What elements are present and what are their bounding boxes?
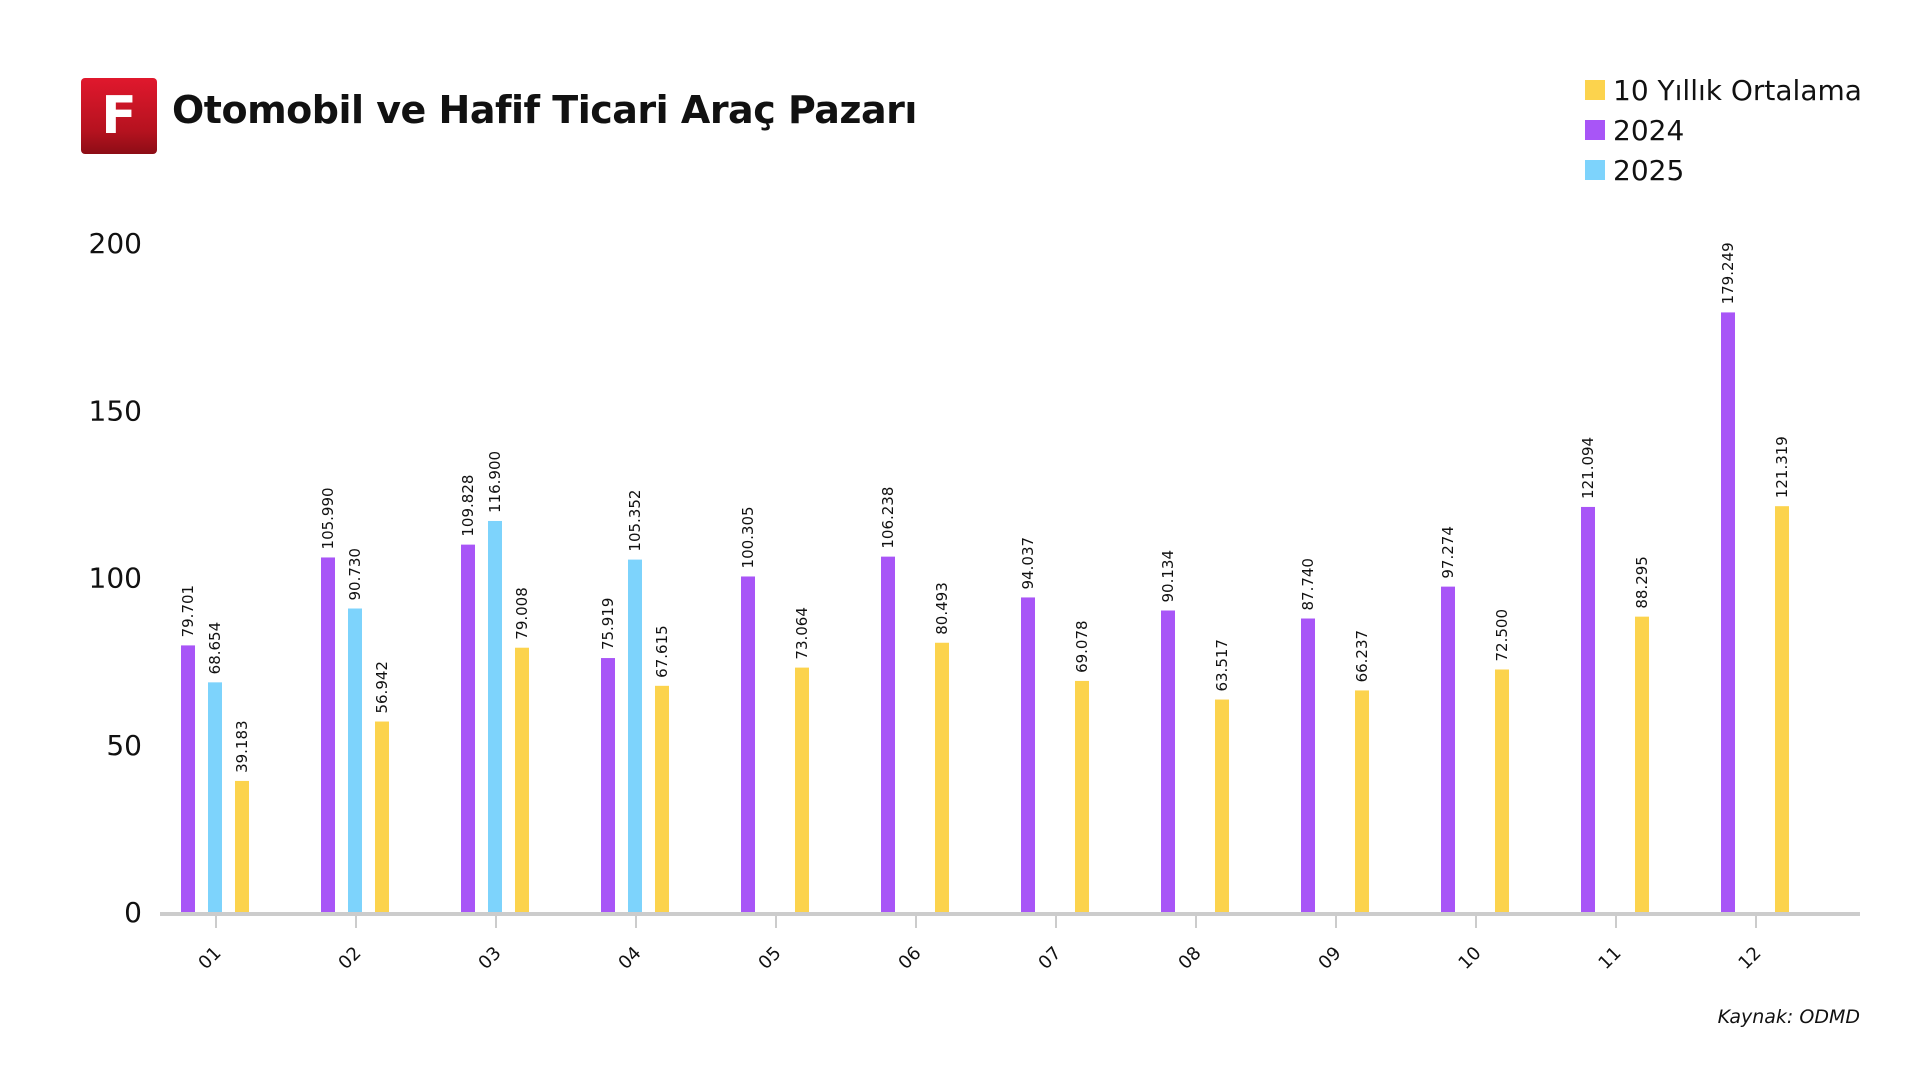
x-tick-label: 07 — [1034, 943, 1065, 974]
x-tick-label: 02 — [334, 943, 365, 974]
chart-legend: 10 Yıllık Ortalama 2024 2025 — [1585, 70, 1862, 190]
data-label: 106.238 — [879, 487, 897, 549]
y-tick-label: 150 — [89, 394, 142, 427]
bar-10-y-ll-k-ortalama-12 — [1775, 506, 1789, 912]
bar-10-y-ll-k-ortalama-10 — [1495, 669, 1509, 912]
x-tick-label: 06 — [894, 943, 925, 974]
legend-label-2025: 2025 — [1613, 153, 1685, 187]
bar-2024-05 — [741, 576, 755, 912]
chart-title: Otomobil ve Hafif Ticari Araç Pazarı — [172, 88, 917, 132]
x-tick-label: 12 — [1734, 943, 1765, 974]
x-tick-label: 09 — [1314, 943, 1345, 974]
data-label: 90.730 — [346, 548, 364, 601]
y-tick-label: 200 — [89, 227, 142, 260]
bar-10-y-ll-k-ortalama-02 — [375, 721, 389, 912]
logo-letter: F — [101, 86, 137, 146]
bar-10-y-ll-k-ortalama-07 — [1075, 680, 1089, 912]
bar-10-y-ll-k-ortalama-01 — [235, 780, 249, 912]
x-tick-label: 10 — [1454, 943, 1485, 974]
data-label: 97.274 — [1439, 526, 1457, 579]
bar-10-y-ll-k-ortalama-05 — [795, 667, 809, 912]
x-tick-label: 03 — [474, 943, 505, 974]
data-label: 79.701 — [179, 585, 197, 638]
data-label: 39.183 — [233, 720, 251, 773]
x-tick-label: 11 — [1594, 943, 1625, 974]
data-label: 179.249 — [1719, 242, 1737, 304]
data-label: 66.237 — [1353, 630, 1371, 683]
bar-10-y-ll-k-ortalama-09 — [1355, 690, 1369, 912]
legend-item-average: 10 Yıllık Ortalama — [1585, 70, 1862, 110]
y-tick-label: 50 — [106, 729, 142, 762]
bar-10-y-ll-k-ortalama-06 — [935, 642, 949, 912]
data-label: 105.990 — [319, 487, 337, 549]
data-label: 100.305 — [739, 506, 757, 568]
bar-2025-02 — [348, 608, 362, 912]
data-label: 72.500 — [1493, 609, 1511, 662]
data-label: 67.615 — [653, 625, 671, 678]
bar-10-y-ll-k-ortalama-08 — [1215, 699, 1229, 912]
data-label: 88.295 — [1633, 556, 1651, 609]
data-label: 75.919 — [599, 598, 617, 651]
data-label: 87.740 — [1299, 558, 1317, 611]
data-label: 90.134 — [1159, 550, 1177, 603]
data-label: 109.828 — [459, 475, 477, 537]
bar-2024-03 — [461, 544, 475, 912]
bar-2024-09 — [1301, 618, 1315, 912]
data-label: 56.942 — [373, 661, 391, 714]
bar-10-y-ll-k-ortalama-03 — [515, 647, 529, 912]
bar-2024-01 — [181, 645, 195, 912]
data-label: 79.008 — [513, 587, 531, 640]
data-label: 121.319 — [1773, 436, 1791, 498]
legend-swatch-2024 — [1585, 120, 1605, 140]
legend-swatch-2025 — [1585, 160, 1605, 180]
bar-2024-10 — [1441, 586, 1455, 912]
x-tick-label: 01 — [194, 943, 225, 974]
data-label: 63.517 — [1213, 639, 1231, 692]
data-label: 121.094 — [1579, 437, 1597, 499]
bar-2025-01 — [208, 682, 222, 912]
bar-2024-11 — [1581, 506, 1595, 912]
bar-2024-02 — [321, 557, 335, 912]
y-tick-label: 100 — [89, 562, 142, 595]
x-tick-label: 08 — [1174, 943, 1205, 974]
legend-label-2024: 2024 — [1613, 113, 1685, 147]
legend-item-2025: 2025 — [1585, 150, 1862, 190]
bar-2024-04 — [601, 658, 615, 912]
bar-2025-03 — [488, 520, 502, 912]
bar-2024-12 — [1721, 312, 1735, 912]
data-label: 73.064 — [793, 607, 811, 660]
data-label: 116.900 — [486, 451, 504, 513]
data-label: 69.078 — [1073, 620, 1091, 673]
y-tick-label: 0 — [124, 896, 142, 929]
data-label: 94.037 — [1019, 537, 1037, 590]
source-note: Kaynak: ODMD — [1717, 1006, 1860, 1028]
data-label: 68.654 — [206, 622, 224, 675]
legend-swatch-average — [1585, 80, 1605, 100]
brand-logo: F — [81, 78, 157, 154]
bar-10-y-ll-k-ortalama-11 — [1635, 616, 1649, 912]
bar-2024-08 — [1161, 610, 1175, 912]
data-label: 80.493 — [933, 582, 951, 635]
x-tick-label: 05 — [754, 943, 785, 974]
bar-10-y-ll-k-ortalama-04 — [655, 685, 669, 912]
legend-label-average: 10 Yıllık Ortalama — [1613, 73, 1862, 107]
bar-2025-04 — [628, 559, 642, 912]
x-tick-label: 04 — [614, 943, 645, 974]
bar-2024-07 — [1021, 597, 1035, 912]
data-label: 105.352 — [626, 490, 644, 552]
legend-item-2024: 2024 — [1585, 110, 1862, 150]
bar-2024-06 — [881, 556, 895, 912]
